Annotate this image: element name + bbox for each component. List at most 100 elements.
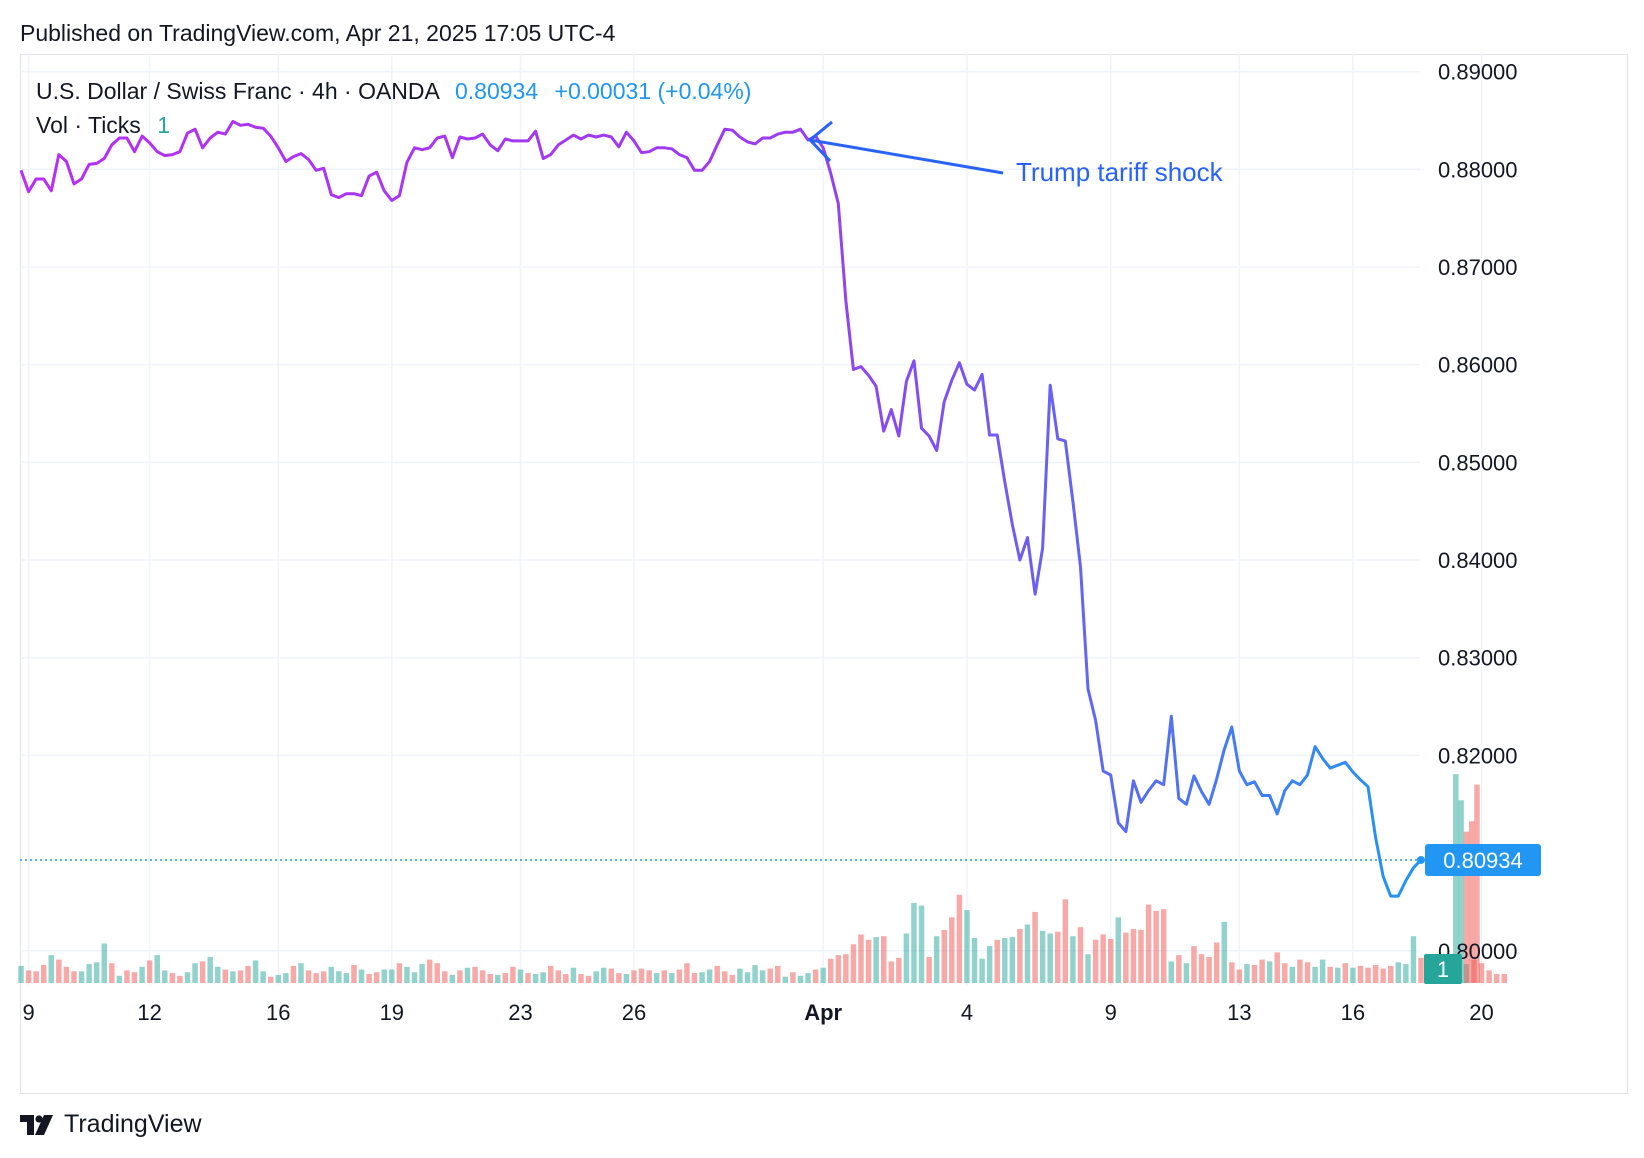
volume-bar xyxy=(714,965,720,983)
volume-bar xyxy=(283,973,289,983)
volume-bar xyxy=(1501,974,1507,983)
volume-bar xyxy=(570,967,577,983)
x-tick-label: 12 xyxy=(137,1000,161,1025)
volume-bar xyxy=(1468,821,1475,983)
volume-bar xyxy=(116,975,123,983)
volume-bar xyxy=(1297,959,1303,983)
volume-bar xyxy=(222,969,229,983)
tradingview-logo-icon[interactable] xyxy=(20,1114,56,1135)
volume-bar xyxy=(699,972,705,983)
volume-bar xyxy=(336,971,342,983)
volume-bar xyxy=(653,973,660,983)
volume-bar xyxy=(979,958,985,983)
volume-bar xyxy=(449,974,456,983)
y-tick-label: 0.84000 xyxy=(1438,548,1518,573)
annotation-arrow-line xyxy=(809,138,1004,175)
volume-bar xyxy=(880,936,887,983)
volume-bar xyxy=(994,939,1000,983)
volume-bar xyxy=(532,974,539,983)
volume-bar xyxy=(1168,961,1174,983)
y-tick-label: 0.89000 xyxy=(1438,60,1518,85)
volume-bar xyxy=(964,910,970,983)
y-tick-label: 0.83000 xyxy=(1438,646,1518,671)
last-price-tag-label: 0.80934 xyxy=(1443,848,1523,873)
volume-bar xyxy=(1463,831,1470,983)
symbol-label[interactable]: U.S. Dollar / Swiss Franc · 4h · OANDA xyxy=(36,78,439,104)
volume-bar xyxy=(1319,959,1326,983)
volume-indicator-label[interactable]: Vol · Ticks xyxy=(36,112,141,138)
volume-bar xyxy=(373,972,380,983)
volume-bar xyxy=(669,973,675,983)
volume-bar xyxy=(631,970,637,983)
volume-bar xyxy=(1009,937,1016,983)
volume-bar xyxy=(1032,911,1038,983)
volume-bar xyxy=(1100,934,1106,983)
volume-bar xyxy=(1350,967,1356,983)
volume-bar xyxy=(1312,966,1318,983)
volume-bar xyxy=(1115,917,1122,983)
volume-bar xyxy=(790,972,796,983)
volume-bar xyxy=(1198,954,1205,983)
y-tick-label: 0.86000 xyxy=(1438,353,1518,378)
volume-bar xyxy=(896,957,902,983)
volume-bar xyxy=(971,938,978,983)
volume-bar xyxy=(154,955,160,983)
volume-bar xyxy=(759,970,766,983)
volume-bar xyxy=(426,959,433,983)
volume-bar xyxy=(131,972,138,983)
volume-bar xyxy=(706,969,713,983)
annotation-label[interactable]: Trump tariff shock xyxy=(1016,157,1224,187)
volume-bar xyxy=(252,960,259,983)
volume-bar xyxy=(1108,938,1114,983)
volume-bar xyxy=(1478,963,1485,983)
volume-bar xyxy=(381,969,387,983)
volume-bar xyxy=(1259,959,1265,983)
volume-bar xyxy=(797,975,804,983)
x-tick-label: 16 xyxy=(266,1000,290,1025)
volume-bar xyxy=(585,975,592,983)
volume-bar xyxy=(691,973,698,983)
footer: TradingView xyxy=(20,1110,202,1139)
volume-indicator-value: 1 xyxy=(157,112,170,138)
volume-bar xyxy=(941,929,947,983)
volume-bar xyxy=(1085,954,1091,983)
volume-bar xyxy=(237,970,244,983)
volume-bar xyxy=(56,959,62,983)
volume-bar xyxy=(1123,932,1129,983)
volume-bar xyxy=(1176,955,1182,983)
volume-bar xyxy=(78,971,85,983)
x-tick-label: 4 xyxy=(961,1000,973,1025)
volume-bar xyxy=(767,968,773,983)
volume-bar xyxy=(850,944,857,983)
volume-bar xyxy=(290,965,297,983)
time-axis[interactable]: 9 12 16 19 23 26 Apr 4 9 13 16 20 xyxy=(22,1000,1493,1025)
x-tick-label: 9 xyxy=(22,1000,34,1025)
volume-bar xyxy=(1183,963,1190,983)
volume-bar xyxy=(1002,938,1008,983)
x-tick-label: 13 xyxy=(1227,1000,1251,1025)
annotation-group[interactable]: Trump tariff shock xyxy=(808,120,1224,187)
volume-bar xyxy=(275,974,282,983)
volume-bar xyxy=(1160,909,1167,983)
volume-bar xyxy=(320,971,327,983)
volume-bar xyxy=(775,965,781,983)
brand-name[interactable]: TradingView xyxy=(64,1110,202,1138)
volume-bar xyxy=(949,917,955,983)
last-price-tag[interactable] xyxy=(1425,843,1541,876)
volume-bar xyxy=(71,971,77,983)
volume-bar xyxy=(1077,927,1084,983)
volume-bar xyxy=(411,972,418,983)
volume-bar xyxy=(956,894,963,983)
volume-bar xyxy=(389,969,395,983)
volume-bar xyxy=(1418,957,1424,983)
volume-bar xyxy=(873,937,879,983)
volume-bar xyxy=(1372,965,1379,983)
volume-bar xyxy=(207,956,213,983)
volume-bar xyxy=(676,969,683,983)
volume-bar xyxy=(93,962,100,983)
volume-bar xyxy=(1236,969,1243,983)
volume-bar xyxy=(351,965,357,983)
volume-bar xyxy=(328,966,334,983)
annotation-arrow-head xyxy=(808,120,833,163)
